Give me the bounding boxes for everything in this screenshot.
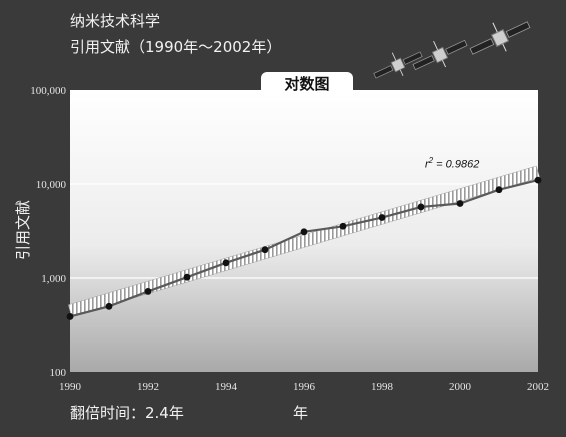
r-squared-annotation: r2 = 0.9862: [425, 156, 480, 171]
y-tick-label: 100: [50, 367, 67, 379]
data-point: [495, 186, 503, 194]
data-point: [534, 176, 542, 184]
satellite-icons: [373, 21, 531, 79]
doubling-time-note: 翻倍时间：2.4年: [70, 404, 184, 422]
x-tick-label: 1996: [293, 381, 316, 393]
satellite-icon: [469, 21, 531, 55]
data-point: [300, 228, 308, 236]
data-point: [417, 203, 425, 211]
x-tick-label: 1998: [371, 381, 394, 393]
data-point: [456, 200, 464, 207]
data-point: [183, 273, 191, 281]
data-point: [339, 222, 347, 230]
x-tick-label: 2002: [527, 381, 549, 393]
x-tick-label: 1990: [59, 381, 82, 393]
log-scale-tab: 对数图: [261, 72, 353, 96]
data-point: [105, 302, 113, 310]
satellite-icon: [412, 39, 468, 71]
x-axis-label: 年: [293, 404, 309, 422]
x-tick-label: 2000: [449, 381, 472, 393]
x-tick-label: 1994: [215, 381, 238, 393]
data-point: [222, 259, 230, 267]
chart-title-line2: 引用文献（1990年～2002年）: [70, 38, 282, 56]
chart-title-line1: 纳米技术科学: [70, 12, 161, 30]
y-axis-label: 引用文献: [14, 199, 32, 260]
y-tick-label: 1,000: [41, 273, 66, 285]
y-tick-label: 10,000: [36, 179, 67, 191]
x-tick-label: 1992: [137, 381, 159, 393]
data-point: [378, 214, 386, 221]
y-tick-label: 100,000: [30, 85, 66, 97]
data-point: [261, 246, 269, 254]
satellite-icon: [373, 51, 423, 79]
data-point: [144, 288, 152, 295]
data-point: [66, 313, 74, 320]
